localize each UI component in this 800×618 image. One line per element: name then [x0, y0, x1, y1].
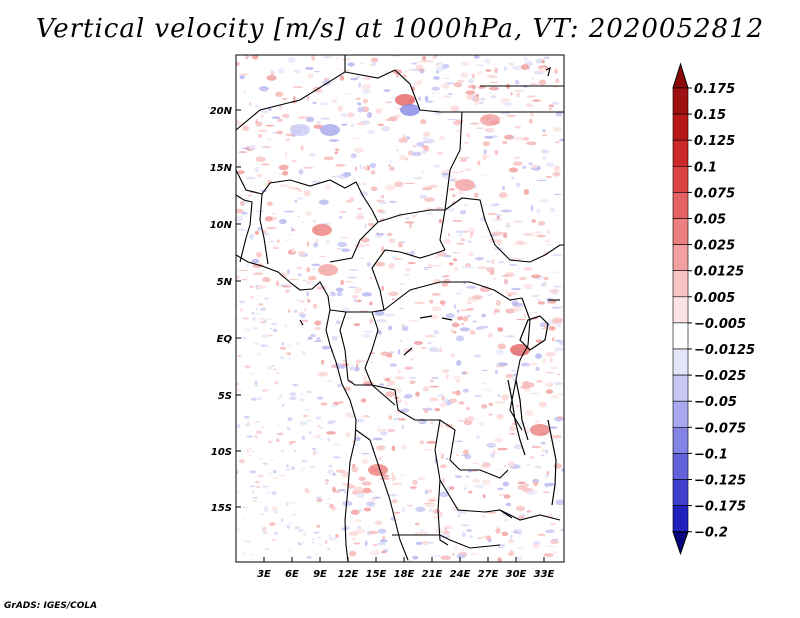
lon-tick-label: 3E: [257, 569, 271, 580]
lat-tick-label: 10S: [211, 447, 232, 458]
colorbar-label: 0.15: [694, 108, 726, 123]
colorbar-label: −0.025: [694, 369, 746, 384]
colorbar-swatch: [672, 479, 689, 506]
colorbar-label: 0.025: [694, 239, 735, 254]
colorbar-swatch: [672, 453, 689, 480]
lon-tick-label: 27E: [478, 569, 499, 580]
lat-tick-label: 5S: [218, 391, 232, 402]
lon-tick-label: 30E: [506, 569, 527, 580]
colorbar-swatch: [672, 505, 689, 533]
colorbar-label: −0.1: [694, 447, 728, 462]
colorbar-top-arrow: [672, 62, 689, 89]
colorbar-swatch: [672, 166, 689, 193]
colorbar-label: −0.0125: [694, 343, 755, 358]
colorbar-swatch: [672, 348, 689, 376]
colorbar-label: 0.125: [694, 134, 735, 149]
map-title: Vertical velocity [m/s] at 1000hPa, VT: …: [35, 14, 765, 44]
colorbar-swatch: [672, 374, 689, 402]
colorbar-label: 0.005: [694, 291, 735, 306]
longitude-axis: 3E 6E 9E 12E 15E 18E 21E 24E 27E 30E 33E: [257, 557, 555, 580]
lon-tick-label: 21E: [422, 569, 443, 580]
latitude-axis: 20N 15N 10N 5N EQ 5S 10S 15S: [210, 106, 241, 514]
colorbar-label: 0.0125: [694, 265, 744, 280]
vertical-velocity-field: [236, 55, 564, 562]
colorbar-label: 0.075: [694, 186, 735, 201]
lat-tick-label: 10N: [210, 220, 233, 231]
country-borders: [236, 55, 564, 562]
grads-credit: GrADS: IGES/COLA: [4, 601, 98, 611]
colorbar-swatch: [672, 218, 689, 245]
map-frame: [235, 54, 565, 563]
colorbar-swatch: [672, 322, 689, 350]
colorbar-label: −0.125: [694, 474, 746, 489]
colorbar-swatch: [672, 192, 689, 219]
colorbar-swatch: [672, 270, 689, 298]
map-panel: [236, 55, 564, 562]
lakes: [299, 66, 557, 506]
colorbar-label: 0.175: [694, 82, 735, 97]
lon-tick-label: 12E: [338, 569, 359, 580]
colorbar-bottom-arrow: [672, 531, 689, 556]
lon-tick-label: 18E: [394, 569, 415, 580]
lon-tick-label: 6E: [285, 569, 299, 580]
coastline: [236, 254, 357, 562]
colorbar-swatch: [672, 426, 689, 454]
colorbar-swatch: [672, 87, 689, 115]
colorbar-label: −0.075: [694, 421, 746, 436]
colorbar-label: −0.2: [694, 526, 728, 541]
lat-tick-label: EQ: [217, 334, 233, 345]
colorbar-label: −0.05: [694, 395, 737, 410]
colorbar-label: 0.05: [694, 213, 726, 228]
colorbar-label: −0.005: [694, 317, 746, 332]
colorbar-swatch: [672, 113, 689, 141]
lon-tick-label: 9E: [313, 569, 327, 580]
colorbar-swatch: [672, 139, 689, 167]
lon-tick-label: 15E: [366, 569, 387, 580]
lat-tick-label: 20N: [210, 106, 233, 117]
colorbar-label: 0.1: [694, 160, 717, 175]
colorbar-swatch: [672, 244, 689, 272]
lat-tick-label: 15S: [211, 503, 232, 514]
lon-tick-label: 33E: [534, 569, 555, 580]
colorbar: 0.175 0.15 0.125 0.1 0.075 0.05 0.025 0.0125 0.0…: [672, 62, 755, 556]
lat-tick-label: 5N: [217, 277, 233, 288]
lon-tick-label: 24E: [450, 569, 471, 580]
lat-tick-label: 15N: [210, 163, 233, 174]
colorbar-swatch: [672, 296, 689, 324]
colorbar-label: −0.175: [694, 500, 746, 515]
colorbar-swatch: [672, 400, 689, 428]
